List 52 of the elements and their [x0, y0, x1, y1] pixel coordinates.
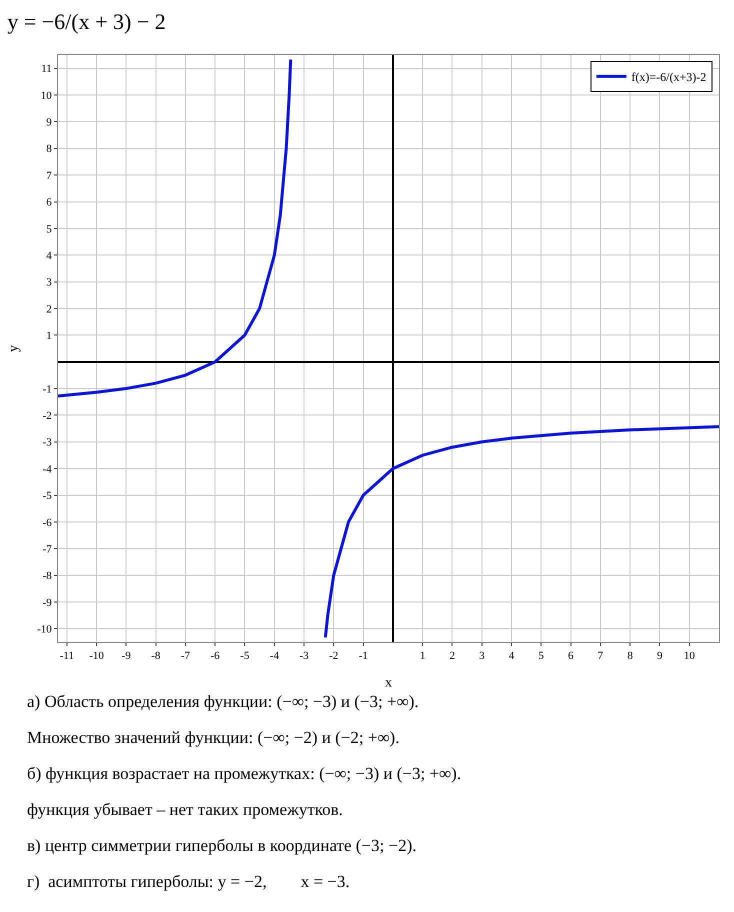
y-tick-label: -6 [42, 516, 52, 529]
y-tick-label: -8 [42, 570, 52, 582]
text: б) функция возрастает на промежутках: (−∞; −3) и (−3; +∞). [27, 764, 462, 783]
text: функция убывает – нет таких промежутков. [27, 800, 343, 819]
y-tick-label: 6 [46, 196, 52, 209]
x-tick-label: 3 [479, 650, 486, 662]
x-tick-label: -5 [240, 650, 250, 662]
x-tick-label: 4 [508, 650, 515, 662]
x-tick-label: -1 [358, 650, 368, 662]
y-tick-label: 11 [41, 63, 52, 76]
x-tick-label: -8 [151, 650, 161, 662]
x-tick-label: -10 [89, 650, 104, 662]
x-tick-label: -11 [60, 650, 74, 662]
text: в) центр симметрии гиперболы в координате (−3; −2). [27, 836, 416, 855]
y-tick-label: -3 [42, 436, 52, 449]
y-tick-label: 5 [46, 223, 52, 236]
x-tick-label: -9 [122, 650, 132, 662]
y-tick-label: -4 [42, 463, 52, 476]
x-tick-label: -2 [329, 650, 338, 662]
x-tick-label: 1 [420, 650, 426, 662]
y-tick-label: 9 [46, 116, 52, 129]
text: Множество значений функции: (−∞; −2) и (−2; +∞). [27, 728, 400, 747]
x-tick-label: -4 [270, 650, 280, 662]
y-tick-label: -9 [42, 596, 52, 609]
y-tick-label: -10 [37, 624, 52, 636]
x-tick-label: 5 [538, 650, 544, 662]
x-tick-label: -6 [210, 650, 220, 662]
y-tick-label: -5 [42, 490, 52, 502]
y-tick-label: -1 [42, 383, 52, 396]
y-tick-label: 4 [46, 250, 52, 262]
text: а) Область определения функции: (−∞; −3) и (−3; +∞). [27, 692, 419, 711]
x-tick-label: 6 [568, 650, 574, 662]
x-tick-label: 7 [598, 650, 604, 662]
x-tick-label: 9 [656, 650, 663, 662]
x-axis-title: x [385, 676, 392, 690]
legend-label: f(x)=-6/(x+3)-2 [631, 70, 706, 84]
y-tick-label: 1 [46, 330, 52, 342]
y-tick-label: -7 [42, 543, 52, 556]
x-tick-label: -3 [299, 650, 310, 662]
y-tick-label: 3 [46, 276, 52, 289]
y-tick-label: -2 [42, 410, 52, 422]
y-tick-label: 2 [46, 303, 52, 316]
x-tick-label: 10 [684, 650, 696, 662]
x-tick-label: 2 [449, 650, 455, 662]
text: г) асимптоты гиперболы: y = −2, x = −3. [27, 872, 350, 891]
y-tick-label: 7 [46, 170, 52, 182]
y-tick-label: 8 [46, 143, 52, 156]
chart-title: y = −6/(x + 3) − 2 [7, 9, 166, 34]
y-tick-label: 10 [40, 90, 52, 102]
x-tick-label: -7 [180, 650, 191, 662]
y-axis-title: y [6, 345, 22, 352]
x-tick-label: 8 [627, 650, 634, 662]
